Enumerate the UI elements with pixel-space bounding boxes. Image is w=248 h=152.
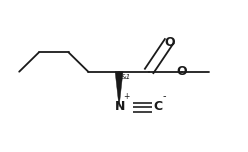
Text: O: O (164, 36, 175, 49)
Text: -: - (162, 91, 166, 101)
Text: C: C (154, 100, 163, 113)
Text: O: O (177, 65, 187, 78)
Text: N: N (115, 100, 126, 113)
Polygon shape (115, 72, 123, 107)
Text: &1: &1 (121, 74, 131, 80)
Text: +: + (124, 92, 130, 101)
